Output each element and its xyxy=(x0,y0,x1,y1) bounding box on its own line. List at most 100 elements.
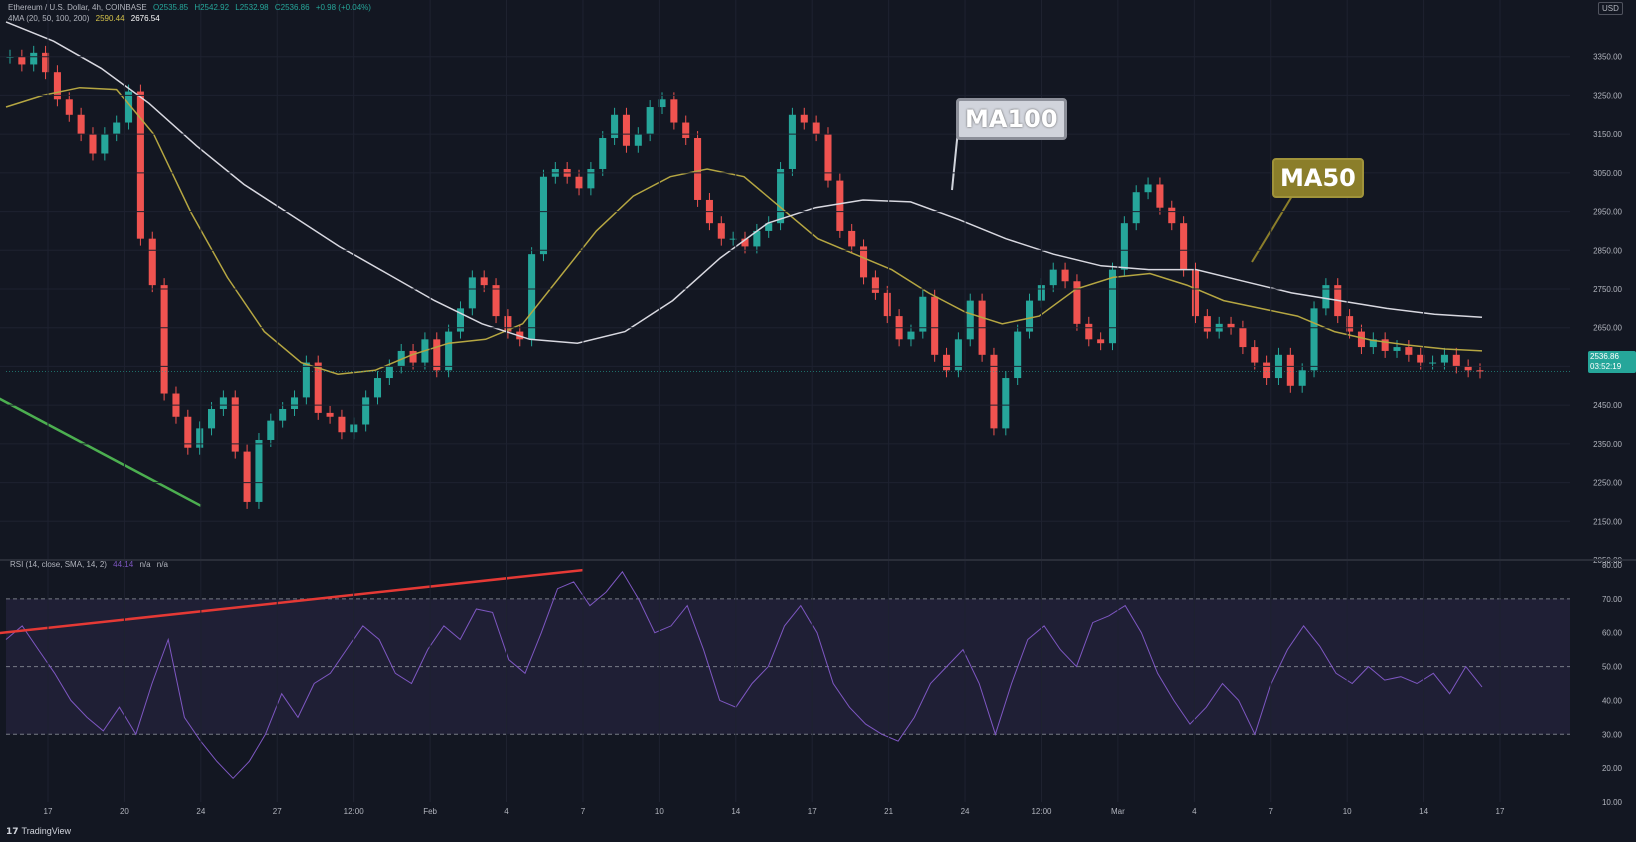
ma50-callout[interactable]: MA50 xyxy=(1272,158,1364,198)
candle-body xyxy=(1476,370,1484,372)
price-axis-label: 2350.00 xyxy=(1593,440,1622,449)
time-axis-label: 24 xyxy=(196,807,205,816)
ohlc-low: L2532.98 xyxy=(235,3,269,12)
candle-body xyxy=(255,439,263,502)
candle-body xyxy=(243,451,251,502)
candle-body xyxy=(208,409,216,429)
candle-body xyxy=(1298,370,1306,386)
support-trendline[interactable] xyxy=(0,384,202,507)
candle-body xyxy=(694,138,702,200)
candle-body xyxy=(860,246,868,278)
candle-body xyxy=(1049,269,1057,286)
symbol-title[interactable]: Ethereum / U.S. Dollar, 4h, COINBASE xyxy=(8,3,147,12)
candle-body xyxy=(1097,339,1105,344)
candle-body xyxy=(65,99,73,115)
rsi-axis-label: 50.00 xyxy=(1602,663,1623,672)
candle-body xyxy=(1393,347,1401,351)
candle-body xyxy=(1085,323,1093,340)
candle-body xyxy=(1073,281,1081,324)
candle-body xyxy=(42,52,50,73)
time-axis-label: 14 xyxy=(731,807,740,816)
rsi-na-1: n/a xyxy=(139,560,151,569)
price-axis-label: 2850.00 xyxy=(1593,246,1622,255)
candle-body xyxy=(1251,347,1259,363)
candle-body xyxy=(1132,192,1140,224)
candle-body xyxy=(456,308,465,332)
candle-body xyxy=(18,56,26,65)
candle-body xyxy=(1203,316,1211,332)
candle-body xyxy=(1263,362,1271,379)
candle-body xyxy=(611,114,619,139)
candle-body xyxy=(1429,362,1437,364)
candle-body xyxy=(777,168,785,224)
candle-body xyxy=(1322,285,1330,309)
ma-indicator-label[interactable]: 4MA (20, 50, 100, 200) xyxy=(8,14,90,23)
price-axis-label: 2750.00 xyxy=(1593,285,1622,294)
rsi-line xyxy=(5,570,1483,780)
time-axis-label: 4 xyxy=(504,807,509,816)
candle-body xyxy=(362,397,370,425)
candle-body xyxy=(160,285,168,394)
candle-body xyxy=(788,114,796,169)
price-axis-label: 3350.00 xyxy=(1593,53,1622,62)
candle-body xyxy=(136,91,144,239)
price-axis-label: 2150.00 xyxy=(1593,517,1622,526)
candle-body xyxy=(219,397,227,410)
candle-body xyxy=(753,230,761,247)
candle-body xyxy=(539,176,547,255)
time-axis-label: 20 xyxy=(120,807,129,816)
price-axis-label: 2650.00 xyxy=(1593,324,1622,333)
time-axis-label: 17 xyxy=(808,807,817,816)
candle-body xyxy=(468,277,476,309)
candle-body xyxy=(765,223,773,231)
candle-body xyxy=(1191,269,1200,317)
candle-body xyxy=(267,420,275,440)
rsi-axis-label: 60.00 xyxy=(1602,629,1623,638)
candle-body xyxy=(682,122,690,139)
candle-body xyxy=(1144,184,1152,193)
candle-body xyxy=(409,350,417,363)
candle-body xyxy=(30,52,38,65)
candle-body xyxy=(990,354,998,429)
ma50-callout-pointer xyxy=(1251,195,1293,263)
rsi-pane[interactable] xyxy=(0,568,1570,780)
candle-body xyxy=(575,176,583,189)
candle-body xyxy=(148,238,156,286)
candle-body xyxy=(1025,300,1034,332)
candle-body xyxy=(907,331,915,340)
rsi-indicator-label[interactable]: RSI (14, close, SMA, 14, 2) xyxy=(10,560,107,569)
candle-body xyxy=(1180,223,1188,270)
ma50-line xyxy=(5,86,1483,375)
candle-body xyxy=(528,254,536,340)
last-price-value: 2536.86 xyxy=(1590,352,1619,361)
candle-body xyxy=(1002,378,1010,429)
legend-symbol-row: Ethereum / U.S. Dollar, 4h, COINBASE O25… xyxy=(8,3,375,12)
candle-body xyxy=(1369,339,1377,348)
rsi-axis-label: 10.00 xyxy=(1602,798,1623,807)
candle-body xyxy=(658,99,666,108)
time-axis-label: 7 xyxy=(1269,807,1274,816)
legend-ma-row: 4MA (20, 50, 100, 200) 2590.44 2676.54 xyxy=(8,14,164,23)
price-axis-label: 2950.00 xyxy=(1593,208,1622,217)
brand-name: TradingView xyxy=(21,826,72,836)
candle-body xyxy=(587,168,595,189)
ohlc-high: H2542.92 xyxy=(194,3,230,12)
price-axis-label: 3150.00 xyxy=(1593,130,1622,139)
candle-body xyxy=(77,114,85,135)
candle-body xyxy=(184,416,192,448)
time-axis-label: 17 xyxy=(44,807,53,816)
tradingview-logo[interactable]: 17 TradingView xyxy=(6,826,71,837)
candle-body xyxy=(741,238,749,247)
rsi-axis-label: 20.00 xyxy=(1602,764,1623,773)
candle-body xyxy=(101,134,109,154)
candle-body xyxy=(622,114,630,146)
candle-body xyxy=(373,378,382,398)
time-axis-label: 12:00 xyxy=(344,807,365,816)
candle-body xyxy=(1381,339,1389,351)
ma100-callout[interactable]: MA100 xyxy=(956,98,1067,140)
candle-body xyxy=(113,122,121,135)
currency-selector[interactable]: USD xyxy=(1598,2,1623,15)
rsi-legend: RSI (14, close, SMA, 14, 2) 44.14 n/a n/… xyxy=(10,560,172,569)
rsi-axis-label: 40.00 xyxy=(1602,696,1623,705)
